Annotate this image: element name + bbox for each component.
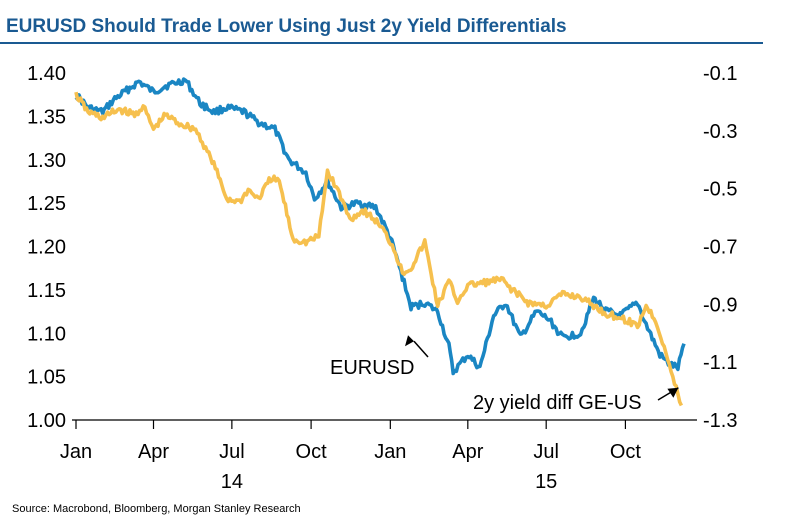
x-tick-label-1: Apr	[138, 441, 169, 463]
annotation-eurusd-arrowhead	[405, 335, 415, 347]
source-note: Source: Macrobond, Bloomberg, Morgan Sta…	[12, 503, 301, 515]
y-right-tick-label-2: -0.5	[703, 179, 737, 201]
y-right-tick-label-0: -0.1	[703, 63, 737, 85]
y-right-tick-label-4: -0.9	[703, 294, 737, 316]
plot-area: Jan Apr Jul Oct Jan Apr Jul Oct 14 15 1.401.351.…	[27, 63, 737, 493]
y-left-tick-label-6: 1.10	[27, 323, 66, 345]
x-year-label-1: 15	[535, 471, 557, 493]
y-right-tick-label-6: -1.3	[703, 410, 737, 432]
annotation-eurusd-arrow	[413, 340, 429, 358]
y-left-tick-label-5: 1.15	[27, 280, 66, 302]
annotation-eurusd-label: EURUSD	[330, 357, 414, 379]
y-right-tick-labels: -0.1 -0.3 -0.5 -0.7 -0.9 -1.1 -1.3	[703, 63, 737, 432]
y-right-tick-label-5: -1.1	[703, 352, 737, 374]
y-left-tick-labels: 1.40 1.35 1.30 1.25 1.20 1.15 1.10 1.05 1.00	[27, 63, 66, 432]
chart-title: EURUSD Should Trade Lower Using Just 2y …	[6, 16, 567, 37]
title-rule	[0, 42, 763, 44]
x-tick-label-4: Jan	[374, 441, 406, 463]
x-year-labels: 14 15	[221, 471, 558, 493]
x-year-label-0: 14	[221, 471, 243, 493]
x-tick-label-7: Oct	[610, 441, 642, 463]
annotation-yield-diff-arrowhead	[667, 387, 679, 398]
x-tick-labels: Jan Apr Jul Oct Jan Apr Jul Oct	[60, 441, 642, 463]
annotation-yield-diff-label: 2y yield diff GE-US	[473, 392, 642, 414]
y-left-tick-label-4: 1.20	[27, 237, 66, 259]
x-tick-label-2: Jul	[219, 441, 245, 463]
y-right-tick-label-3: -0.7	[703, 237, 737, 259]
y-left-tick-label-3: 1.25	[27, 193, 66, 215]
y-right-tick-label-1: -0.3	[703, 121, 737, 143]
y-left-tick-label-7: 1.05	[27, 367, 66, 389]
x-tick-label-6: Jul	[533, 441, 559, 463]
y-left-tick-label-8: 1.00	[27, 410, 66, 432]
y-left-tick-label-1: 1.35	[27, 106, 66, 128]
x-ticks	[75, 420, 627, 429]
x-tick-label-3: Oct	[296, 441, 328, 463]
series-line-2y-yield-diff-ge-us	[74, 91, 684, 407]
series-lines	[74, 77, 686, 407]
x-tick-label-0: Jan	[60, 441, 92, 463]
series-line-eurusd	[74, 77, 686, 376]
annotations: EURUSD 2y yield diff GE-US	[330, 335, 679, 414]
x-tick-label-5: Apr	[452, 441, 483, 463]
y-left-tick-label-2: 1.30	[27, 150, 66, 172]
y-left-tick-label-0: 1.40	[27, 63, 66, 85]
